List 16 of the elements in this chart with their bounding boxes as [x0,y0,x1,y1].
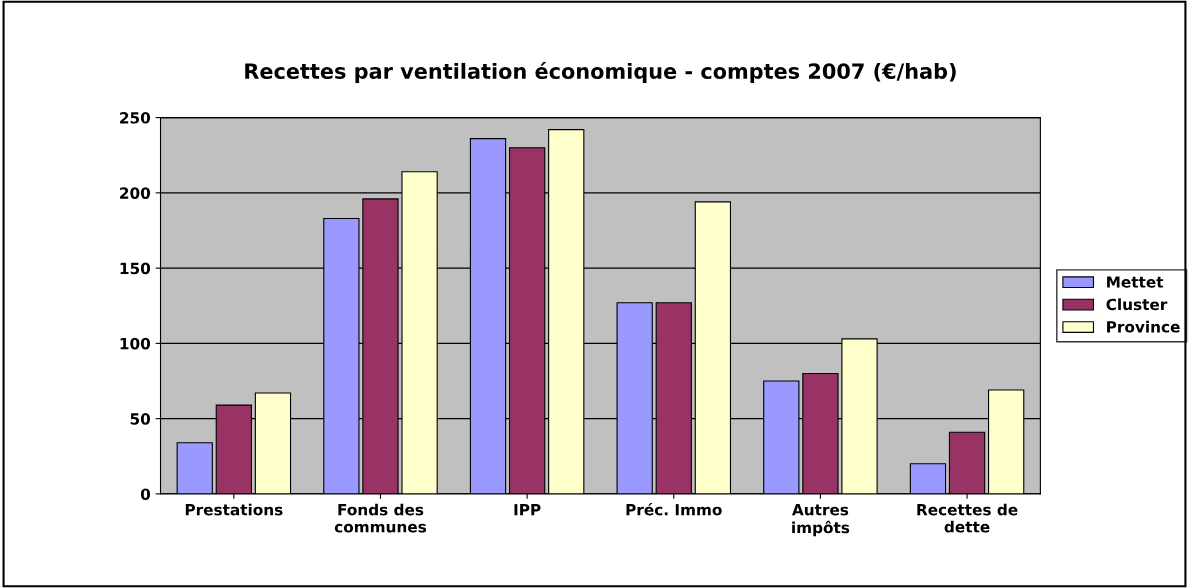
y-tick-label: 200 [120,187,151,199]
x-tick-label: Prestations [185,503,283,516]
y-tick-label: 0 [140,488,151,500]
legend-label: Province [1107,320,1180,333]
legend-label: Mettet [1107,276,1164,288]
x-tick-label: Recettes de dette [917,503,1018,533]
chart-title: Recettes par ventilation économique - comptes 2007 (€/hab) [245,62,956,84]
y-tick-label: 50 [130,413,151,425]
y-tick-label: 100 [120,337,151,350]
y-tick-label: 250 [120,112,151,124]
x-tick-label: IPP [514,504,541,516]
x-tick-label: Fonds des communes [334,503,427,533]
y-tick-label: 150 [120,262,151,275]
x-tick-label: Autres impôts [791,504,850,537]
x-tick-label: Préc. Immo [626,503,722,516]
legend-label: Cluster [1106,298,1168,311]
